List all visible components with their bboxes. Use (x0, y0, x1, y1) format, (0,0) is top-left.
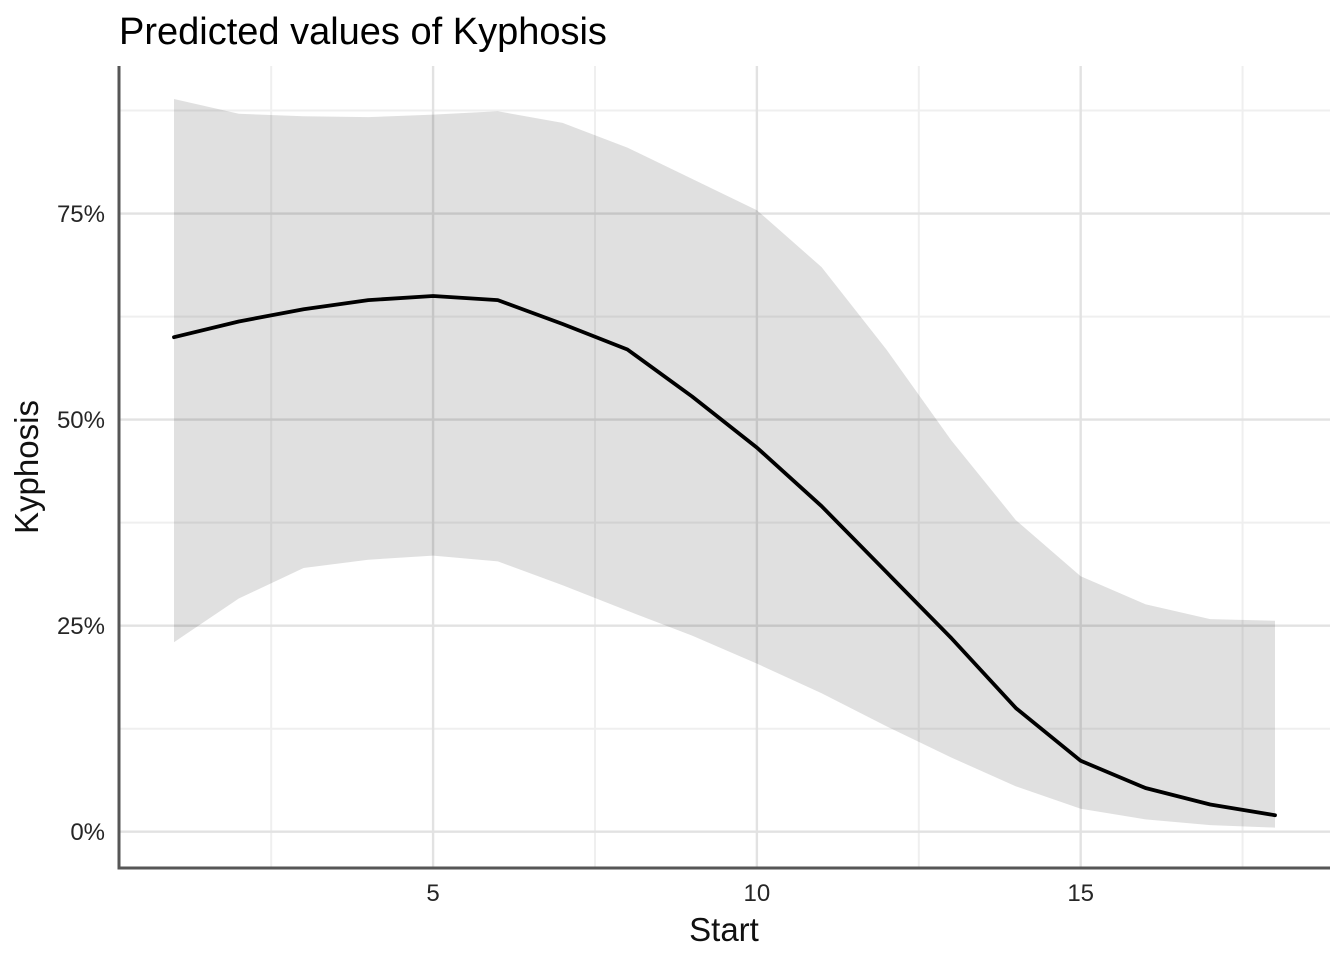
y-tick-label: 0% (70, 819, 105, 846)
confidence-ribbon-layer (174, 99, 1275, 828)
y-tick-label: 25% (57, 613, 105, 640)
major-gridlines (119, 66, 1330, 868)
axis-lines-layer (117, 66, 1330, 870)
y-tick-label: 75% (57, 201, 105, 228)
x-tick-label: 5 (426, 880, 439, 907)
y-axis-title: Kyphosis (8, 400, 45, 534)
minor-gridlines (119, 66, 1330, 868)
x-axis-title: Start (689, 911, 759, 948)
prediction-line-layer (172, 294, 1277, 818)
x-tick-label: 15 (1067, 880, 1094, 907)
confidence-ribbon (174, 99, 1275, 828)
tick-labels-layer: 0% 25% 50% 75% 5 10 15 (57, 201, 1094, 907)
prediction-line (172, 294, 1277, 818)
chart-title: Predicted values of Kyphosis (119, 11, 607, 53)
x-tick-label: 10 (744, 880, 771, 907)
y-tick-label: 50% (57, 407, 105, 434)
